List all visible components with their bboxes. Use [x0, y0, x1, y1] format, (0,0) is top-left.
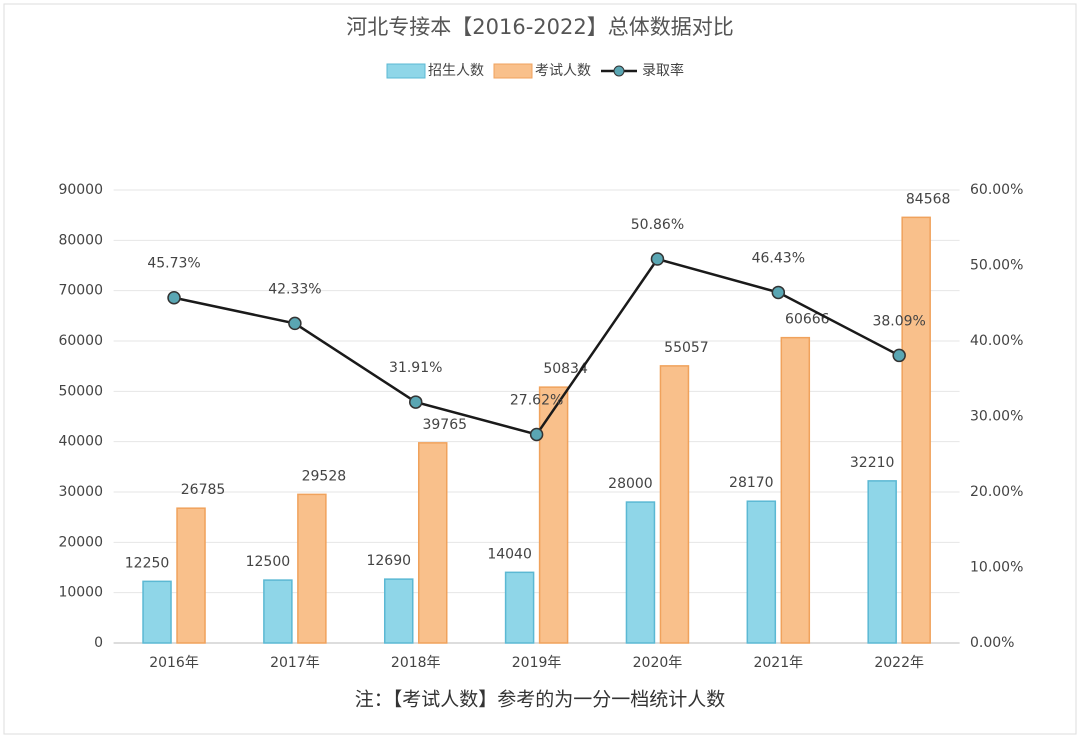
bar-value-label: 14040 [487, 546, 532, 562]
legend-swatch [386, 63, 426, 79]
bar-value-label: 50834 [543, 361, 588, 377]
line-marker [650, 252, 665, 266]
bar [538, 386, 569, 644]
y-tick-label: 10000 [58, 585, 103, 601]
bar-value-label: 12690 [366, 553, 411, 569]
line-marker [892, 348, 906, 363]
bar [901, 216, 931, 644]
line-value-label: 27.62% [510, 392, 563, 408]
y-tick-label: 30000 [58, 484, 103, 500]
y-tick-label: 20000 [58, 534, 103, 550]
bar [297, 493, 327, 644]
bar [142, 580, 172, 644]
y-tick-label: 50000 [58, 383, 103, 399]
x-tick-label: 2018年 [391, 655, 441, 671]
bar [176, 507, 206, 644]
bar [417, 442, 448, 644]
bar [867, 480, 897, 644]
bar [659, 365, 690, 644]
line-value-label: 42.33% [268, 281, 321, 297]
line-value-label: 38.09% [872, 313, 925, 329]
bar-value-label: 55057 [664, 340, 709, 356]
line-marker [167, 290, 181, 305]
bar [383, 578, 414, 644]
legend-label: 招生人数 [428, 63, 484, 79]
bar-value-label: 12500 [246, 554, 291, 570]
line-value-label: 31.91% [389, 360, 442, 376]
y-tick-label: 60000 [58, 333, 103, 349]
bar-value-label: 12250 [125, 555, 170, 571]
bar-value-label: 26785 [181, 482, 226, 498]
line-marker [288, 316, 302, 331]
y2-tick-label: 0.00% [970, 635, 1014, 651]
y-tick-label: 40000 [58, 434, 103, 450]
bar [746, 500, 777, 644]
line-marker [771, 285, 786, 300]
bar-value-label: 60666 [785, 312, 830, 328]
bar-value-label: 32210 [850, 455, 895, 471]
x-tick-label: 2016年 [149, 655, 199, 671]
legend-label: 录取率 [642, 62, 684, 79]
legend-swatch [613, 65, 625, 77]
line-value-label: 50.86% [631, 217, 684, 233]
y-tick-label: 70000 [58, 283, 103, 299]
bar [504, 571, 535, 644]
line-marker [408, 395, 423, 409]
y-tick-label: 80000 [58, 232, 103, 248]
x-tick-label: 2020年 [633, 655, 683, 671]
line-value-label: 45.73% [147, 256, 200, 272]
bar-value-label: 28170 [729, 475, 774, 491]
y-tick-label: 90000 [58, 182, 103, 198]
bar-value-label: 84568 [906, 191, 951, 207]
annotation: 注：【考试人数】参考的为一分一档统计人数 [355, 689, 726, 711]
bar [263, 579, 293, 644]
x-tick-label: 2019年 [512, 655, 562, 671]
legend-label: 考试人数 [535, 63, 591, 79]
y2-tick-label: 20.00% [970, 484, 1023, 500]
bar-value-label: 39765 [422, 417, 467, 433]
bar-value-label: 28000 [608, 476, 653, 492]
bar [625, 501, 656, 644]
y2-tick-label: 50.00% [970, 258, 1023, 274]
chart-title: 河北专接本【2016-2022】总体数据对比 [346, 15, 733, 39]
y-tick-label: 0 [94, 635, 103, 651]
legend-swatch [493, 63, 533, 79]
x-tick-label: 2021年 [753, 655, 803, 671]
y2-tick-label: 40.00% [970, 333, 1023, 349]
y2-tick-label: 30.00% [970, 409, 1023, 425]
x-tick-label: 2017年 [270, 655, 320, 671]
x-tick-label: 2022年 [874, 655, 924, 671]
bar-value-label: 29528 [302, 468, 347, 484]
line-value-label: 46.43% [752, 250, 805, 266]
y2-tick-label: 10.00% [970, 560, 1023, 576]
line-marker [529, 427, 544, 442]
bar [780, 336, 811, 644]
y2-tick-label: 60.00% [970, 182, 1023, 198]
